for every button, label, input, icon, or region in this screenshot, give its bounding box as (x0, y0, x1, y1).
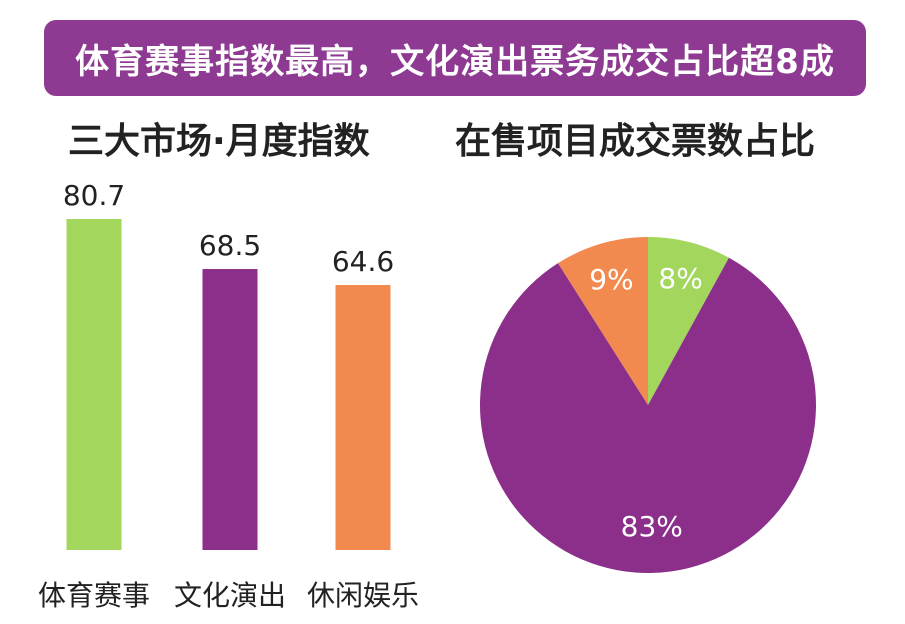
pie-slice-label-3: 9% (589, 263, 633, 296)
pie-chart: 8% 83% 9% (479, 237, 816, 574)
bar-chart: 80.7 体育赛事 68.5 文化演出 64.6 休闲娱乐 (38, 179, 419, 612)
pie-slice-label-2: 83% (621, 510, 683, 543)
category-label-2: 文化演出 (174, 579, 286, 612)
pie-slice-label-1: 8% (658, 262, 702, 295)
category-label-1: 体育赛事 (38, 579, 150, 612)
pie-slice-3 (557, 237, 648, 405)
pie-slice-2 (479, 257, 816, 574)
header-banner: 体育赛事指数最高，文化演出票务成交占比超8成 (44, 20, 866, 96)
bar-chart-title: 三大市场·月度指数 (68, 121, 370, 162)
pie-slice-1 (648, 237, 729, 405)
bar-value-label-1: 80.7 (63, 179, 125, 212)
bar-1 (66, 219, 122, 550)
header-title: 体育赛事指数最高，文化演出票务成交占比超8成 (75, 41, 835, 82)
bar-3 (335, 285, 391, 550)
pie-chart-title: 在售项目成交票数占比 (455, 121, 816, 162)
bar-value-label-2: 68.5 (199, 229, 261, 262)
bar-value-label-3: 64.6 (332, 245, 394, 278)
bar-2 (202, 269, 258, 550)
category-label-3: 休闲娱乐 (307, 579, 419, 612)
